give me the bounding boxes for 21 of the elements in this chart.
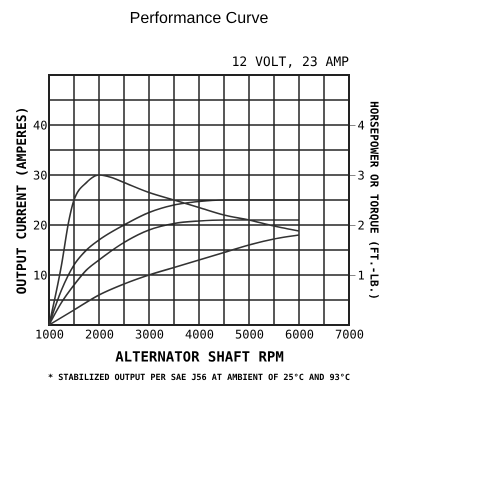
x-axis-title: ALTERNATOR SHAFT RPM <box>115 350 284 366</box>
y2-tick-label: 1 <box>358 268 365 282</box>
text: 12 VOLT, 23 AMP <box>232 55 350 70</box>
y2-tick-label: 3 <box>358 168 365 182</box>
y2-tick-label: 4 <box>358 118 365 132</box>
x-tick-label: 1000 <box>35 328 64 342</box>
y-tick-label: 20 <box>33 218 48 232</box>
x-tick-label: 2000 <box>85 328 114 342</box>
y-tick-label: 40 <box>33 118 48 132</box>
y-tick-label: 30 <box>33 168 48 182</box>
x-tick-label: 5000 <box>235 328 264 342</box>
x-tick-label: 4000 <box>185 328 214 342</box>
y-tick-label: 10 <box>33 268 48 282</box>
x-tick-label: 6000 <box>285 328 314 342</box>
y2-tick-label: 2 <box>358 218 365 232</box>
x-tick-label: 3000 <box>135 328 164 342</box>
x-tick-label: 7000 <box>335 328 364 342</box>
y2-axis-title: HORSEPOWER OR TORQUE (FT.-LB.) <box>368 101 381 300</box>
chart-title: Performance Curve <box>130 10 268 27</box>
text: * STABILIZED OUTPUT PER SAE J56 AT AMBIENT OF 25°C AND 93°C <box>48 373 350 383</box>
y-axis-title: OUTPUT CURRENT (AMPERES) <box>15 106 30 294</box>
